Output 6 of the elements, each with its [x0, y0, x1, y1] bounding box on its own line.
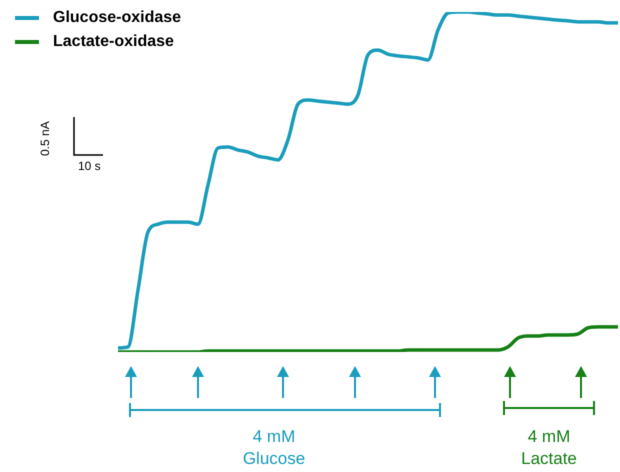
text: 0.5 nA — [38, 120, 52, 156]
text: 4 mM Lactate — [520, 426, 578, 470]
legend-label: Glucose-oxidase — [53, 9, 182, 27]
legend-label: Lactate-oxidase — [53, 33, 174, 51]
text: 4 mM Glucose — [242, 426, 306, 470]
text: 10 s — [78, 159, 101, 173]
